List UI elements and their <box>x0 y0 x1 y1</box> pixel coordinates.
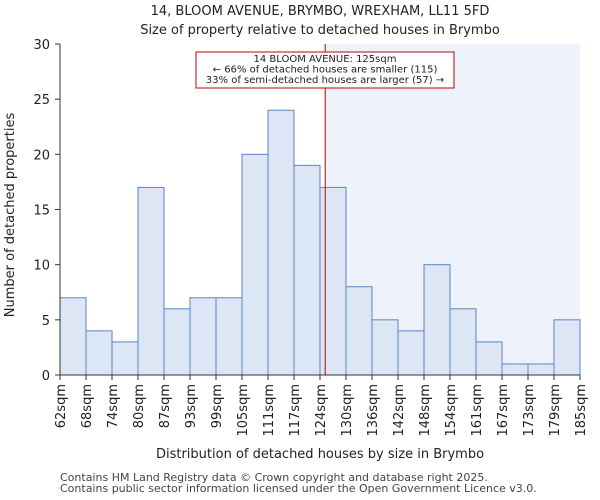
bar-179sqm <box>553 319 581 376</box>
bar-105sqm <box>241 153 269 376</box>
footer-line-2: Contains public sector information licen… <box>60 482 537 495</box>
bar-93sqm <box>189 297 217 376</box>
bar-136sqm <box>371 319 399 376</box>
bar-87sqm <box>163 308 191 376</box>
x-tick-label-136sqm: 136sqm <box>366 384 381 437</box>
bar-161sqm <box>475 341 503 376</box>
x-tick-label-161sqm: 161sqm <box>470 384 485 437</box>
bar-68sqm <box>85 330 113 376</box>
x-tick-label-154sqm: 154sqm <box>444 384 459 437</box>
bar-124sqm <box>319 186 347 376</box>
x-tick-label-185sqm: 185sqm <box>574 384 589 437</box>
x-tick-label-179sqm: 179sqm <box>548 384 563 437</box>
plot-area: 14 BLOOM AVENUE: 125sqm← 66% of detached… <box>33 38 589 437</box>
y-tick-label-5: 5 <box>42 314 50 329</box>
bar-99sqm <box>215 297 243 376</box>
bar-62sqm <box>59 297 87 376</box>
y-tick-label-20: 20 <box>33 148 50 163</box>
y-tick-label-25: 25 <box>33 93 50 108</box>
x-tick-label-87sqm: 87sqm <box>158 384 173 428</box>
x-tick-label-130sqm: 130sqm <box>340 384 355 437</box>
x-tick-label-80sqm: 80sqm <box>132 384 147 428</box>
bar-80sqm <box>137 186 165 376</box>
x-tick-label-148sqm: 148sqm <box>418 384 433 437</box>
x-axis-label: Distribution of detached houses by size … <box>156 447 484 462</box>
bar-167sqm <box>501 363 529 376</box>
bar-111sqm <box>267 109 295 376</box>
chart-subtitle: Size of property relative to detached ho… <box>140 23 500 38</box>
x-tick-label-93sqm: 93sqm <box>184 384 199 428</box>
x-tick-label-124sqm: 124sqm <box>314 384 329 437</box>
x-tick-label-62sqm: 62sqm <box>54 384 69 428</box>
x-tick-label-111sqm: 111sqm <box>262 384 277 437</box>
annotation-box <box>195 51 455 89</box>
bar-117sqm <box>293 164 321 376</box>
bar-142sqm <box>397 330 425 376</box>
y-tick-label-15: 15 <box>33 204 50 219</box>
x-tick-label-142sqm: 142sqm <box>392 384 407 437</box>
bar-154sqm <box>449 308 477 376</box>
bar-173sqm <box>527 363 555 376</box>
x-tick-label-117sqm: 117sqm <box>288 384 303 437</box>
bar-74sqm <box>111 341 139 376</box>
bar-130sqm <box>345 286 373 376</box>
chart-title: 14, BLOOM AVENUE, BRYMBO, WREXHAM, LL11 … <box>151 4 490 19</box>
y-axis-label: Number of detached properties <box>3 113 18 318</box>
y-tick-label-0: 0 <box>42 369 50 384</box>
x-tick-label-68sqm: 68sqm <box>80 384 95 428</box>
footer-line-1: Contains HM Land Registry data © Crown c… <box>60 471 488 484</box>
annotation-line1: 14 BLOOM AVENUE: 125sqm <box>254 54 397 65</box>
y-tick-label-10: 10 <box>33 259 50 274</box>
x-tick-label-99sqm: 99sqm <box>210 384 225 428</box>
x-tick-label-173sqm: 173sqm <box>522 384 537 437</box>
x-tick-label-74sqm: 74sqm <box>106 384 121 428</box>
annotation-line3: 33% of semi-detached houses are larger (… <box>206 75 444 86</box>
y-tick-label-30: 30 <box>33 38 50 53</box>
bar-148sqm <box>423 264 451 376</box>
annotation-line2: ← 66% of detached houses are smaller (11… <box>213 65 438 76</box>
x-tick-label-167sqm: 167sqm <box>496 384 511 437</box>
x-tick-label-105sqm: 105sqm <box>236 384 251 437</box>
